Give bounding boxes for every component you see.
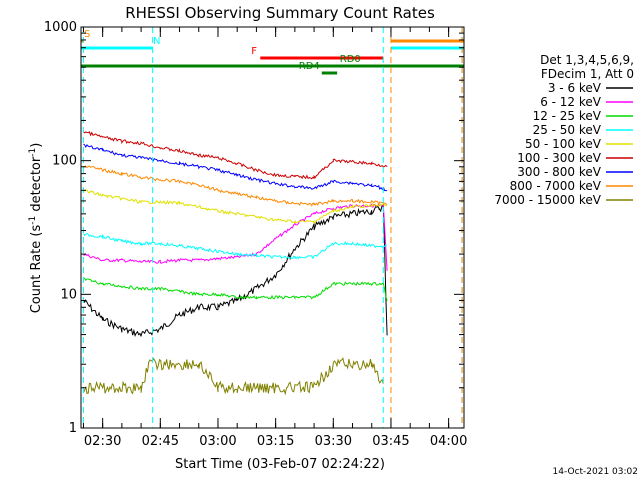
x-tick-label: 03:30 [315,434,352,449]
legend-label: 50 - 100 keV [525,137,602,151]
y-axis-label: Count Rate (s-1 detector-1) [28,143,44,314]
plot-area: S N F RD0 RD4 1 10 100 1000 02:30 02:45 03:00 03:15 0… [44,20,467,449]
series-line [83,202,388,271]
flag-label: N [153,36,160,47]
y-tick-label: 100 [52,154,77,169]
x-tick-label: 03:15 [257,434,294,449]
x-tick-label: 03:45 [372,434,409,449]
flag-label: RD4 [299,61,320,72]
series-line [83,277,388,301]
legend-label: 12 - 25 keV [533,109,602,123]
series-line [83,131,388,180]
legend-label: 3 - 6 keV [548,81,602,95]
legend-label: 800 - 7000 keV [510,179,602,193]
flag-label: S [84,29,90,40]
chart-title: RHESSI Observing Summary Count Rates [125,4,435,22]
x-tick-label: 04:00 [430,434,467,449]
legend-label: 300 - 800 keV [517,165,601,179]
x-axis-label: Start Time (03-Feb-07 02:24:22) [175,457,385,472]
x-tick-label: 02:30 [84,434,121,449]
x-tick-label: 02:45 [142,434,179,449]
series-line [83,143,388,192]
series-line [82,205,388,337]
legend: Det 1,3,4,5,6,9, FDecim 1, Att 0 3 - 6 k… [494,53,634,207]
axes-frame [80,26,465,429]
legend-label: 100 - 300 keV [517,151,601,165]
x-tick-label: 03:00 [199,434,236,449]
y-tick-label: 1000 [44,20,77,35]
legend-label: 25 - 50 keV [533,123,602,137]
series-line [82,189,388,225]
series-line [82,357,384,396]
series-line [83,165,388,207]
y-tick-label: 1 [69,421,77,436]
legend-header-line-1: Det 1,3,4,5,6,9, [540,53,634,67]
flag-label: RD0 [340,54,361,65]
flag-label: F [251,46,257,57]
legend-label: 6 - 12 keV [540,95,602,109]
y-tick-label: 10 [60,287,77,302]
series-line [82,232,388,260]
legend-header-line-2: FDecim 1, Att 0 [541,67,634,81]
timestamp: 14-Oct-2021 03:02 [553,467,638,477]
legend-label: 7000 - 15000 keV [494,193,601,207]
